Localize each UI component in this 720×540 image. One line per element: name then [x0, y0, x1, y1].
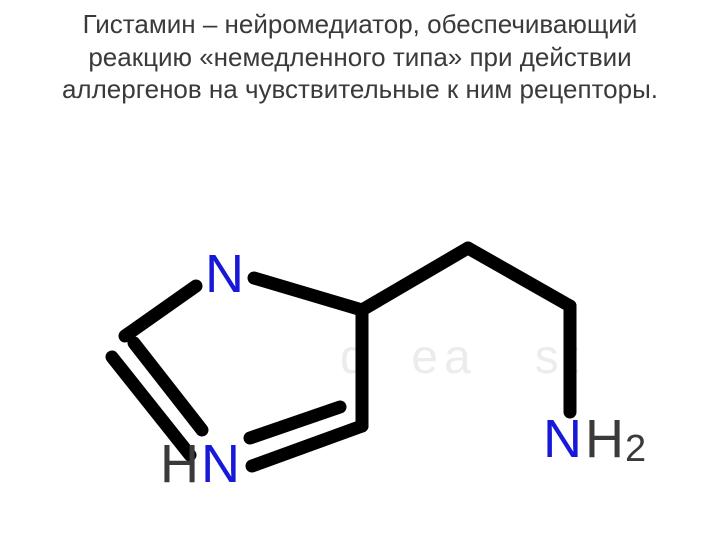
atom-hn-h: H [160, 433, 199, 495]
atom-n-top: N [205, 243, 244, 305]
caption-text: Гистамин – нейромедиатор, обеспечивающий… [0, 0, 720, 110]
atom-nh2-h: H [585, 408, 624, 470]
atom-hn-n: N [201, 433, 240, 495]
chemical-structure: d ea st N H N N H 2 [0, 110, 720, 540]
atom-nh2-sub: 2 [625, 428, 646, 471]
atom-nh2-n: N [543, 408, 582, 470]
